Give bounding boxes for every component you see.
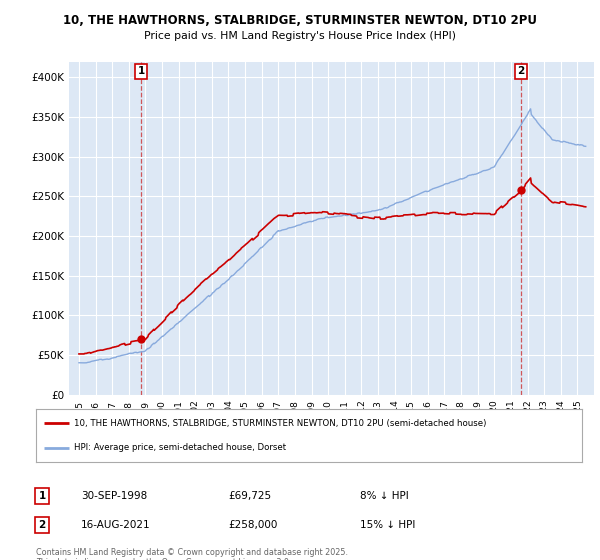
- Text: Price paid vs. HM Land Registry's House Price Index (HPI): Price paid vs. HM Land Registry's House …: [144, 31, 456, 41]
- Text: 2: 2: [38, 520, 46, 530]
- Text: 8% ↓ HPI: 8% ↓ HPI: [360, 491, 409, 501]
- Text: 10, THE HAWTHORNS, STALBRIDGE, STURMINSTER NEWTON, DT10 2PU (semi-detached house: 10, THE HAWTHORNS, STALBRIDGE, STURMINST…: [74, 419, 487, 428]
- Text: Contains HM Land Registry data © Crown copyright and database right 2025.
This d: Contains HM Land Registry data © Crown c…: [36, 548, 348, 560]
- Text: 30-SEP-1998: 30-SEP-1998: [81, 491, 147, 501]
- Text: £69,725: £69,725: [228, 491, 271, 501]
- Text: 16-AUG-2021: 16-AUG-2021: [81, 520, 151, 530]
- Text: 1: 1: [38, 491, 46, 501]
- Text: HPI: Average price, semi-detached house, Dorset: HPI: Average price, semi-detached house,…: [74, 443, 286, 452]
- Text: 2: 2: [518, 66, 525, 76]
- Text: 1: 1: [137, 66, 145, 76]
- Text: £258,000: £258,000: [228, 520, 277, 530]
- Text: 10, THE HAWTHORNS, STALBRIDGE, STURMINSTER NEWTON, DT10 2PU: 10, THE HAWTHORNS, STALBRIDGE, STURMINST…: [63, 14, 537, 27]
- Text: 15% ↓ HPI: 15% ↓ HPI: [360, 520, 415, 530]
